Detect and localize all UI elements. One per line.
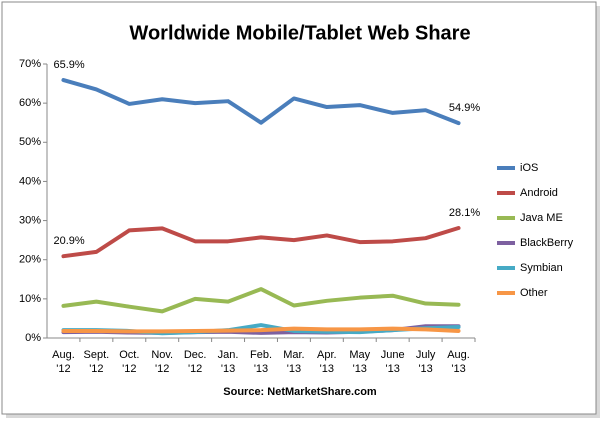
x-tick-label: Nov. '12 (151, 349, 173, 375)
x-tick-label: May '13 (349, 349, 370, 375)
y-tick-label: 10% (19, 293, 41, 305)
x-tick-label: Mar. '13 (283, 349, 304, 375)
series-line (61, 326, 461, 334)
legend-label: Java ME (520, 212, 563, 224)
data-label: 65.9% (53, 59, 84, 71)
chart-title: Worldwide Mobile/Tablet Web Share (129, 22, 470, 44)
series-line (61, 287, 461, 314)
y-tick-label: 40% (19, 175, 41, 187)
legend-label: iOS (520, 162, 538, 174)
series-line (61, 78, 461, 126)
data-label: 28.1% (449, 207, 480, 219)
x-tick-label: Oct. '12 (119, 349, 139, 375)
x-tick-label: Sept. '12 (84, 349, 110, 375)
series-line (61, 226, 461, 259)
y-tick-label: 20% (19, 254, 41, 266)
legend-label: Other (520, 287, 548, 299)
x-tick-label: Aug. '12 (52, 349, 75, 375)
legend-label: Android (520, 187, 558, 199)
y-tick-label: 30% (19, 214, 41, 226)
legend-label: BlackBerry (520, 237, 574, 249)
x-tick-label: Feb. '13 (250, 349, 272, 375)
x-tick-label: July '13 (416, 349, 436, 375)
data-label: 20.9% (53, 235, 84, 247)
x-tick-label: June '13 (381, 349, 405, 375)
x-tick-label: Aug. '13 (447, 349, 470, 375)
x-tick-label: Jan. '13 (218, 349, 239, 375)
y-tick-label: 0% (25, 332, 41, 344)
frame (1, 1, 597, 415)
source: Source: NetMarketShare.com (223, 386, 377, 398)
legend-label: Symbian (520, 262, 563, 274)
y-tick-label: 70% (19, 58, 41, 70)
y-tick-label: 50% (19, 136, 41, 148)
x-tick-label: Dec. '12 (184, 349, 207, 375)
x-tick-label: Apr. '13 (317, 349, 337, 375)
y-tick-label: 60% (19, 97, 41, 109)
data-label: 54.9% (449, 102, 480, 114)
